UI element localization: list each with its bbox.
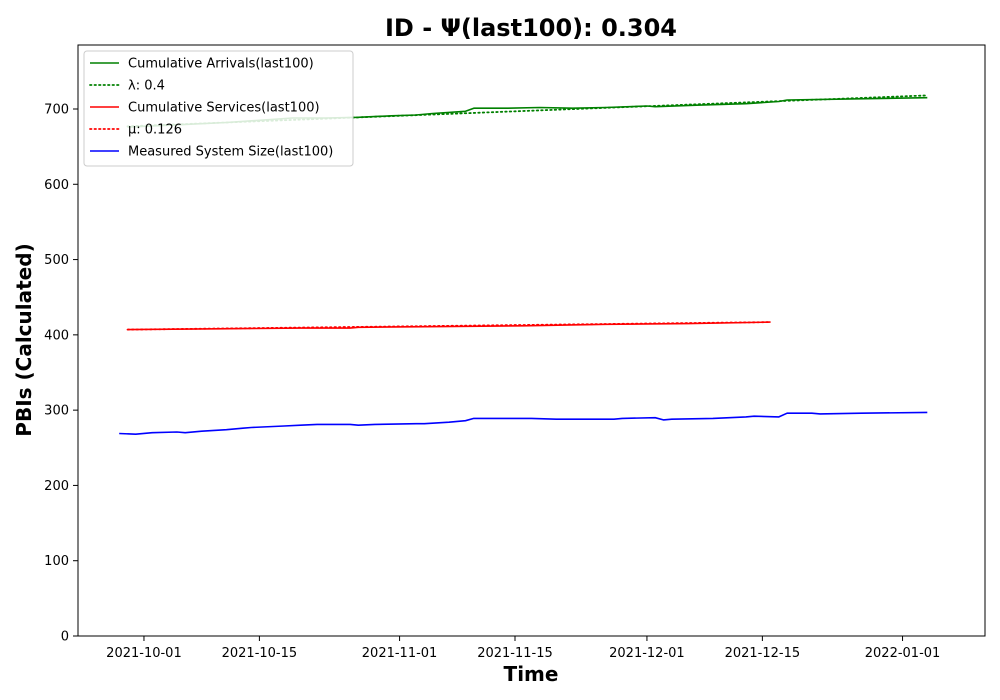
y-tick-label: 100 xyxy=(44,554,69,569)
series-line-5 xyxy=(119,411,928,436)
x-tick-label: 2021-10-01 xyxy=(106,646,182,661)
y-tick-label: 700 xyxy=(44,102,69,117)
y-tick-label: 0 xyxy=(61,630,69,645)
x-axis: 2021-10-01 2021-10-15 2021-11-01 2021-11-15… xyxy=(106,636,940,661)
legend-label: λ: 0.4 xyxy=(128,79,165,94)
x-tick-label: 2021-12-15 xyxy=(725,646,801,661)
legend-box xyxy=(83,50,354,167)
plot-frame xyxy=(77,44,986,637)
y-tick-label: 400 xyxy=(44,328,69,343)
series-line-4 xyxy=(126,321,772,331)
series-line-2 xyxy=(126,94,929,128)
y-axis: 0 100 200 300 400 500 600 700 xyxy=(44,102,78,645)
x-tick-label: 2021-10-15 xyxy=(222,646,298,661)
legend: Cumulative Arrivals(last100) λ: 0.4 Cumula… xyxy=(83,50,354,167)
y-axis-title: PBIs (Calculated) xyxy=(12,243,36,436)
y-tick-label: 200 xyxy=(44,479,69,494)
legend-label: μ: 0.126 xyxy=(128,123,182,138)
x-tick-label: 2021-11-15 xyxy=(477,646,553,661)
legend-label: Cumulative Services(last100) xyxy=(128,101,320,116)
y-tick-label: 300 xyxy=(44,404,69,419)
chart-title: ID - Ψ(last100): 0.304 xyxy=(385,14,677,42)
x-axis-title: Time xyxy=(504,662,559,686)
legend-label: Cumulative Arrivals(last100) xyxy=(128,57,314,72)
y-tick-label: 600 xyxy=(44,178,69,193)
y-tick-label: 500 xyxy=(44,253,69,268)
x-tick-label: 2021-11-01 xyxy=(362,646,438,661)
x-tick-label: 2022-01-01 xyxy=(865,646,941,661)
x-tick-label: 2021-12-01 xyxy=(609,646,685,661)
legend-label: Measured System Size(last100) xyxy=(128,145,333,160)
